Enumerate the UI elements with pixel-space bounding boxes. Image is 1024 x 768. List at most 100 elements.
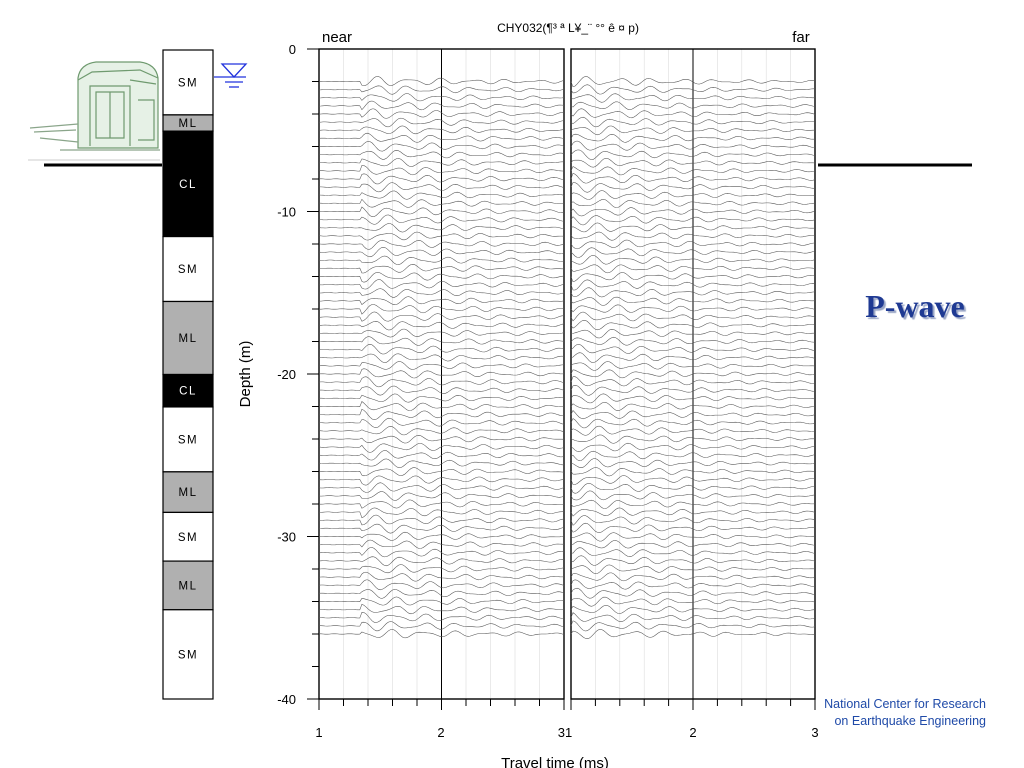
panel-label: near (322, 29, 352, 46)
seismic-trace (318, 132, 565, 143)
seismic-trace (318, 523, 565, 534)
seismic-trace (570, 458, 816, 468)
x-tick-label: 1 (315, 725, 322, 740)
seismic-trace (318, 514, 565, 526)
seismic-trace (318, 150, 565, 160)
seismic-trace (318, 125, 565, 135)
seismic-trace (318, 206, 565, 217)
seismic-trace (570, 587, 816, 599)
seismic-trace (570, 344, 816, 354)
seismic-trace (319, 182, 565, 193)
seismic-trace (570, 125, 815, 136)
seismic-trace (570, 296, 816, 306)
seismic-trace (318, 279, 565, 290)
seismic-trace (570, 215, 816, 226)
seismic-trace (570, 336, 816, 346)
seismic-trace (570, 93, 816, 103)
seismic-trace (570, 84, 815, 95)
seismic-trace (570, 475, 816, 485)
soil-column: SM ML CL SM ML CL SM ML SM ML SM (162, 49, 214, 700)
org-line-1: National Center for Research (824, 697, 986, 711)
seismic-trace (319, 629, 565, 639)
seismic-trace (570, 361, 816, 371)
seismic-trace (570, 239, 816, 250)
seismic-trace (318, 93, 565, 102)
seismic-trace (318, 321, 565, 331)
seismic-trace (570, 158, 816, 168)
seismic-trace (570, 287, 816, 298)
seismic-trace (318, 328, 565, 338)
seismic-trace (570, 393, 816, 404)
seismic-trace (318, 539, 565, 549)
seismic-trace (570, 108, 816, 119)
seismic-trace (318, 344, 565, 355)
soil-layer (162, 609, 214, 700)
x-tick-label: 2 (689, 725, 696, 740)
seismic-trace (318, 198, 565, 208)
seismic-trace (570, 149, 816, 160)
seismic-trace (570, 182, 816, 193)
chart-axes: near far 1 2 31 2 3 0 -10 -20 -30 -40 (277, 29, 818, 740)
seismic-trace (319, 296, 565, 306)
seismic-trace (318, 531, 565, 541)
seismic-trace (570, 532, 816, 542)
y-tick-label: -20 (277, 367, 296, 382)
seismic-trace (319, 76, 565, 86)
seismic-trace (570, 190, 816, 200)
trace-group (318, 76, 816, 639)
seismic-trace (319, 408, 564, 420)
slide-title: P-wave (865, 288, 965, 324)
seismic-trace (570, 418, 816, 429)
seismic-trace (318, 272, 565, 283)
seismic-trace (570, 507, 816, 517)
seismic-trace (570, 76, 816, 88)
panel-label: far (792, 29, 810, 46)
y-tick-label: -40 (277, 692, 296, 707)
seismic-trace (570, 605, 816, 614)
seismic-trace (570, 116, 816, 128)
x-tick-label: 2 (437, 725, 444, 740)
seismic-trace (318, 368, 564, 379)
seismic-trace (570, 320, 816, 331)
seismic-trace (318, 589, 565, 599)
seismic-trace (570, 555, 816, 566)
soil-layer-label: ML (179, 580, 198, 592)
seismic-trace (318, 426, 565, 436)
seismic-trace (318, 100, 565, 111)
seismic-trace (570, 540, 816, 549)
seismic-trace (570, 385, 816, 396)
seismic-trace (318, 108, 565, 119)
seismic-trace (318, 467, 565, 477)
org-line-2: on Earthquake Engineering (834, 714, 986, 728)
seismic-trace (570, 612, 816, 622)
soil-layer (162, 471, 214, 514)
seismic-trace (318, 385, 565, 396)
seismic-trace (570, 255, 816, 265)
seismic-trace (318, 247, 565, 258)
x-axis-label: Travel time (ms) (501, 755, 609, 768)
seismic-trace (318, 547, 565, 558)
seismic-trace (318, 579, 565, 591)
seismic-trace (318, 491, 565, 501)
seismic-trace (570, 490, 816, 501)
seismic-trace (570, 222, 816, 233)
seismic-trace (570, 101, 816, 110)
seismic-trace (318, 165, 564, 176)
seismic-trace (319, 304, 565, 315)
seismic-trace (318, 443, 565, 453)
seismic-trace (318, 214, 565, 225)
seismic-trace (570, 172, 816, 184)
soil-layer-label: ML (179, 118, 198, 130)
seismic-trace (318, 85, 565, 95)
seismic-trace (570, 231, 816, 241)
seismic-trace (570, 140, 816, 151)
seismic-trace (318, 458, 564, 468)
seismic-trace (570, 620, 816, 632)
seismic-trace (318, 117, 565, 128)
seismic-trace (570, 272, 816, 283)
seismic-trace (319, 603, 565, 615)
soil-layer-label: CL (179, 386, 197, 398)
soil-layer-label: SM (178, 77, 198, 89)
